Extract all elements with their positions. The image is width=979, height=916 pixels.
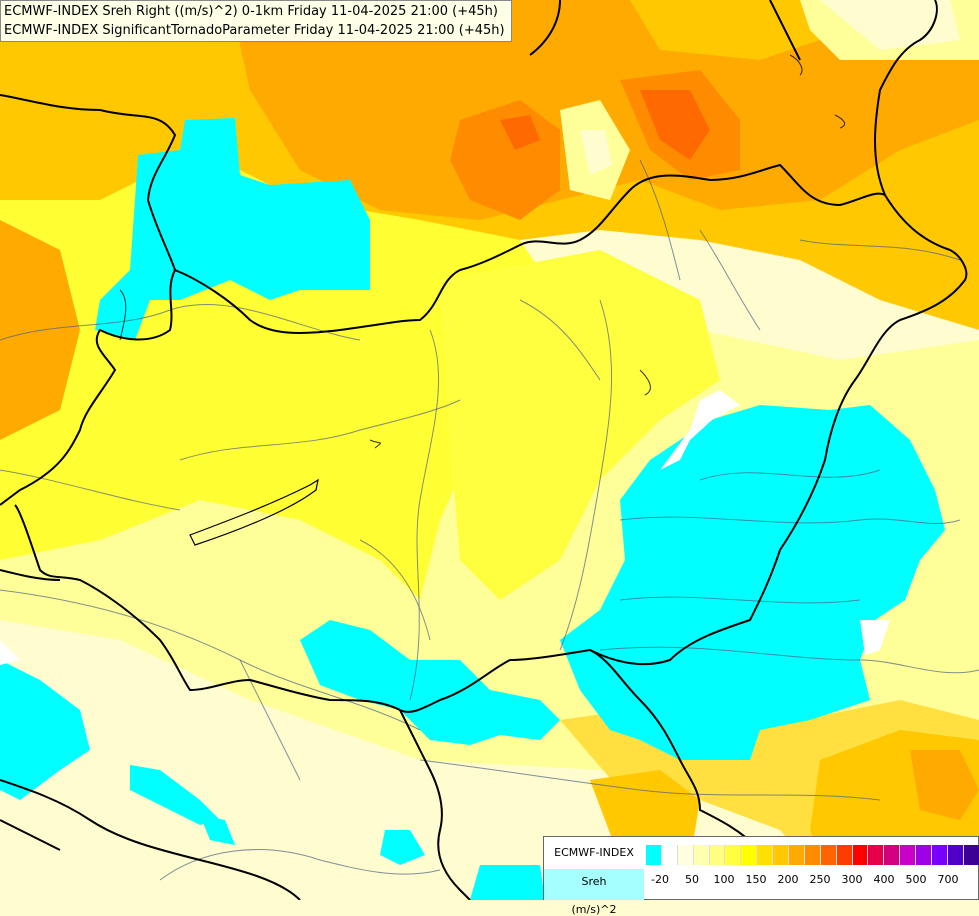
legend-tick-label: 100 <box>713 873 735 886</box>
field-yellow-center <box>440 250 720 600</box>
field-white-rim-east <box>660 390 740 470</box>
lake-balaton <box>189 478 319 546</box>
field-cyan-north <box>95 118 370 340</box>
rivers <box>0 159 979 881</box>
field-light-patch-north-core <box>580 130 612 175</box>
legend-tick-label: 500 <box>905 873 927 886</box>
field-cyan-sw3 <box>200 815 235 845</box>
legend-tick-label: 250 <box>809 873 831 886</box>
legend-swatch <box>932 845 948 865</box>
legend-swatch <box>947 845 964 865</box>
legend-swatch <box>741 845 758 865</box>
legend-tick-label: 300 <box>841 873 863 886</box>
legend-swatch <box>820 845 837 865</box>
legend-swatch <box>900 845 917 865</box>
legend-variable: Sreh <box>581 875 607 888</box>
legend-swatch <box>646 845 662 865</box>
legend-swatch <box>677 845 694 865</box>
legend-swatch <box>884 845 901 865</box>
legend-swatch <box>963 845 979 865</box>
map-title-box: ECMWF-INDEX Sreh Right ((m/s)^2) 0-1km F… <box>0 0 512 42</box>
field-red-orange-2 <box>500 115 540 150</box>
legend-swatches <box>646 845 979 865</box>
field-cyan-sw <box>0 660 90 800</box>
legend-swatch <box>836 845 853 865</box>
legend-swatch <box>693 845 710 865</box>
legend-swatch <box>916 845 933 865</box>
field-light-patch-ne3 <box>820 0 960 50</box>
legend-swatch <box>661 845 678 865</box>
legend-swatch <box>789 845 805 865</box>
legend-swatch <box>709 845 726 865</box>
legend-swatch <box>757 845 774 865</box>
map-title-line-2: ECMWF-INDEX SignificantTornadoParameter … <box>4 23 505 38</box>
field-white-rim-east2 <box>860 620 890 655</box>
field-dark-orange-se <box>910 750 979 820</box>
field-cyan-s3 <box>470 865 545 900</box>
field-cyan-east <box>560 405 945 760</box>
legend-tick-label: 700 <box>937 873 959 886</box>
legend-tick-label: 150 <box>745 873 767 886</box>
field-cyan-sw2 <box>130 765 220 825</box>
color-legend: ECMWF-INDEX Sreh (m/s)^2 -20 50 100 150 200 2… <box>543 836 979 916</box>
legend-ticks: -20 50 100 150 200 250 300 400 500 700 <box>646 873 976 889</box>
field-cyan-s2 <box>380 830 425 865</box>
map-title-line-1: ECMWF-INDEX Sreh Right ((m/s)^2) 0-1km F… <box>4 4 498 19</box>
legend-tick-label: 200 <box>777 873 799 886</box>
legend-tick-label: -20 <box>651 873 669 886</box>
legend-swatch <box>804 845 821 865</box>
legend-unit: (m/s)^2 <box>571 903 617 916</box>
field-cyan-south <box>300 620 560 745</box>
legend-swatch <box>868 845 885 865</box>
legend-swatch <box>773 845 790 865</box>
legend-swatch <box>725 845 742 865</box>
field-red-orange <box>640 90 710 160</box>
legend-tick-label: 50 <box>685 873 699 886</box>
legend-swatch <box>852 845 869 865</box>
field-light-patch-ne <box>630 0 820 60</box>
field-white-rim-sw <box>0 640 20 665</box>
legend-preview-swatch <box>544 869 644 900</box>
legend-tick-label: 400 <box>873 873 895 886</box>
legend-source: ECMWF-INDEX <box>554 846 634 859</box>
region-borders <box>119 54 846 449</box>
